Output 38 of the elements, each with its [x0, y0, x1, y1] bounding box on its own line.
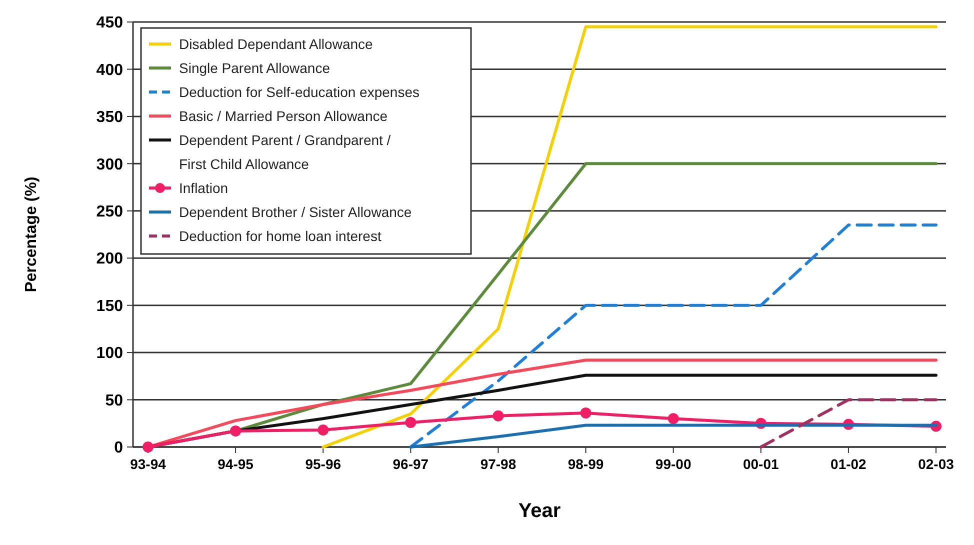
point — [492, 410, 504, 422]
legend-label: Disabled Dependant Allowance — [179, 36, 374, 52]
x-tick-label: 01-02 — [830, 456, 867, 472]
legend-label: Dependent Parent / Grandparent / First Child Allowance — [179, 132, 391, 172]
point — [142, 442, 154, 452]
legend-label: Deduction for Self-education expenses — [179, 84, 420, 100]
point — [318, 424, 329, 436]
legend-label: Single Parent Allowance — [179, 60, 330, 76]
y-axis-title: Percentage (%) — [23, 176, 40, 292]
legend-label: Dependent Brother / Sister Allowance — [179, 204, 412, 220]
x-tick-label: 98-99 — [568, 456, 604, 472]
y-tick-label: 450 — [96, 14, 124, 32]
point — [580, 408, 592, 418]
x-tick-label: 95-96 — [305, 456, 342, 472]
y-tick-label: 350 — [96, 109, 124, 126]
point — [230, 425, 242, 436]
y-tick-label: 400 — [96, 62, 124, 79]
y-tick-label: 50 — [105, 392, 124, 410]
x-tick-label: 02-03 — [918, 456, 954, 472]
y-tick-label: 100 — [96, 345, 124, 362]
x-axis-title: Year — [518, 500, 561, 522]
y-tick-label: 150 — [96, 298, 124, 315]
x-tick-label: 00-01 — [742, 456, 780, 472]
y-tick-label: 300 — [96, 156, 124, 174]
point — [405, 416, 416, 428]
y-tick-label: 250 — [96, 203, 124, 220]
x-tick-label: 97-98 — [480, 456, 516, 472]
legend-label: Basic / Married Person Allowance — [179, 108, 388, 124]
line-series — [409, 224, 938, 448]
point — [668, 413, 679, 424]
x-tick-label: 96-97 — [392, 456, 429, 472]
y-tick-label: 0 — [114, 440, 124, 457]
x-tick-label: 99-00 — [655, 456, 692, 472]
x-tick-label: 93-94 — [130, 456, 166, 472]
y-tick-label: 200 — [96, 250, 124, 268]
legend-label: Inflation — [179, 180, 228, 196]
legend-label: Deduction for home loan interest — [179, 228, 382, 244]
x-tick-label: 94-95 — [218, 456, 254, 472]
